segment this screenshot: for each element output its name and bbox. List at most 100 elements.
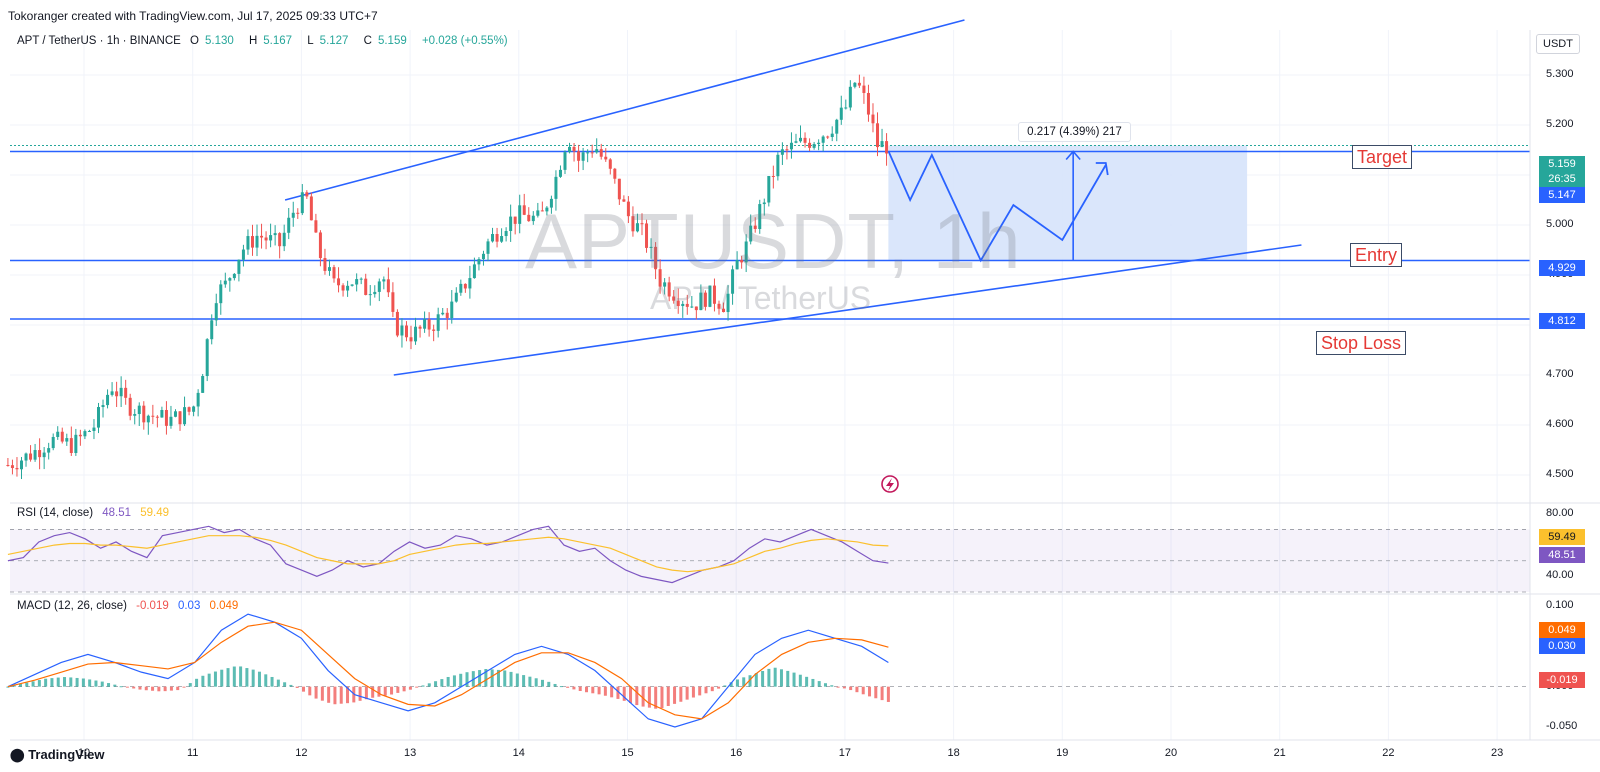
macd-hist-bar xyxy=(390,686,394,695)
macd-hist-bar xyxy=(616,686,620,699)
macd-hist-bar xyxy=(415,686,419,688)
target-label[interactable]: Target xyxy=(1352,145,1413,169)
macd-title: MACD (12, 26, close) xyxy=(17,600,127,612)
candle-body xyxy=(753,225,757,229)
candle-body xyxy=(853,82,857,87)
candle-body xyxy=(694,306,698,311)
candle-body xyxy=(309,196,313,221)
tradingview-logo[interactable]: ⬤ TradingView xyxy=(10,747,105,763)
candle-body xyxy=(540,210,544,212)
candle-body xyxy=(758,204,762,229)
macd-hist-bar xyxy=(239,666,243,687)
candle-body xyxy=(767,176,771,203)
currency-button[interactable]: USDT xyxy=(1536,34,1580,54)
macd-hist-bar xyxy=(654,686,658,709)
tradingview-logo-icon: ⬤ xyxy=(10,747,25,762)
candle-body xyxy=(350,284,354,286)
candle-body xyxy=(577,151,581,161)
symbol-title: APT / TetherUS · 1h · BINANCE xyxy=(17,35,181,47)
candle-body xyxy=(545,207,549,212)
candle-body xyxy=(96,407,100,428)
candle-body xyxy=(608,159,612,169)
projected-zigzag xyxy=(887,150,1107,263)
candle-body xyxy=(740,260,744,263)
level-lines xyxy=(10,145,1530,320)
candle-body xyxy=(214,303,218,321)
candle-body xyxy=(386,279,390,293)
macd-hist-bar xyxy=(855,686,859,693)
macd-hist-bar xyxy=(327,686,331,703)
candle-body xyxy=(812,144,816,148)
candle-body xyxy=(454,292,458,302)
candle-body xyxy=(192,406,196,412)
candle-body xyxy=(595,149,599,153)
macd-hist-bar xyxy=(31,681,35,687)
macd-hist-bar xyxy=(157,686,161,692)
macd-hist-bar xyxy=(629,686,633,703)
candle-body xyxy=(423,319,427,329)
flash-icon[interactable] xyxy=(881,475,899,493)
macd-hist-bar xyxy=(496,669,500,687)
macd-hist-bar xyxy=(119,686,123,688)
macd-hist-bar xyxy=(635,686,639,706)
time-tick: 16 xyxy=(730,747,743,759)
macd-hist-bar xyxy=(176,686,180,691)
candle-body xyxy=(164,409,168,426)
candle-body xyxy=(509,216,513,232)
macd-hist-bar xyxy=(591,686,595,694)
candle-body xyxy=(731,269,735,294)
candle-body xyxy=(201,376,205,393)
macd-hist-bar xyxy=(201,675,205,687)
candle-body xyxy=(726,293,730,313)
header-credit: Tokoranger created with TradingView.com,… xyxy=(8,9,378,23)
candle-body xyxy=(250,236,254,248)
macd-hist-bar xyxy=(18,683,22,687)
rsi-value: 48.51 xyxy=(102,507,132,519)
candle-body xyxy=(124,387,128,398)
candle-body xyxy=(146,415,150,423)
candle-body xyxy=(536,210,540,216)
high-label: H xyxy=(248,35,258,47)
macd-hist-bar xyxy=(377,686,381,697)
candle-body xyxy=(794,141,798,143)
macd-signal-value: 0.049 xyxy=(209,600,239,612)
macd-hist-bar xyxy=(113,684,117,687)
macd-hist-bar xyxy=(88,679,92,687)
candle-body xyxy=(42,452,46,458)
open-value: O 5.130 xyxy=(190,35,240,47)
macd-hist-bar xyxy=(100,681,104,687)
macd-tick: 0.100 xyxy=(1546,599,1574,612)
entry-label[interactable]: Entry xyxy=(1350,243,1403,267)
candle-body xyxy=(450,301,454,319)
prev-price-tag: 5.147 xyxy=(1539,187,1585,203)
candle-body xyxy=(486,241,490,254)
macd-hist-bar xyxy=(729,682,733,687)
candle-body xyxy=(264,237,268,241)
macd-tick: -0.050 xyxy=(1546,719,1578,732)
candle-body xyxy=(645,223,649,248)
macd-hist-bar xyxy=(301,686,305,692)
watermark-description: APT / TetherUS xyxy=(650,280,872,316)
macd-hist-bar xyxy=(182,686,186,688)
candle-body xyxy=(196,392,200,407)
close-label: C xyxy=(363,35,372,47)
candle-body xyxy=(173,411,177,417)
macd-hist-bar xyxy=(811,678,815,687)
candle-body xyxy=(183,407,187,425)
candle-body xyxy=(151,415,155,417)
candle-body xyxy=(314,220,318,233)
macd-hist-bar xyxy=(641,686,645,707)
candle-body xyxy=(60,431,64,442)
stop-loss-label[interactable]: Stop Loss xyxy=(1316,331,1407,355)
price-tick: 5.300 xyxy=(1546,68,1574,80)
candle-body xyxy=(106,394,110,406)
candle-body xyxy=(866,92,870,115)
candle-body xyxy=(33,450,37,460)
macd-hist-bar xyxy=(151,686,155,691)
candle-body xyxy=(427,319,431,330)
macd-hist-bar xyxy=(735,679,739,687)
candle-body xyxy=(527,214,531,222)
candle-body xyxy=(133,414,137,416)
macd-hist-bar xyxy=(704,686,708,694)
